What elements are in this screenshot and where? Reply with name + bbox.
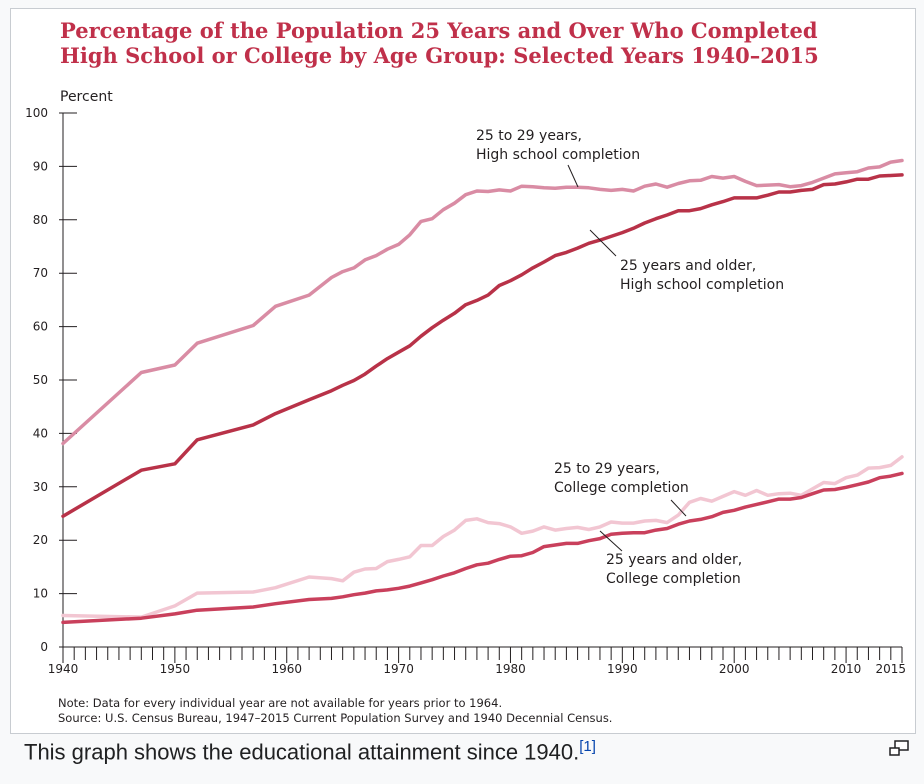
x-tick-label: 2000 (719, 662, 750, 676)
annotation-hs-25-29: 25 to 29 years, High school completion (476, 128, 640, 163)
hs-25-plus-line (61, 173, 904, 518)
x-tick-label: 1970 (383, 662, 414, 676)
caption-text: This graph shows the educational attainm… (24, 739, 580, 765)
x-tick-label: 2015 (875, 662, 906, 676)
annotation-college-25-29: 25 to 29 years, College completion (554, 461, 689, 496)
annotation-hs-25-plus: 25 years and older, High school completio… (620, 258, 784, 293)
y-axis-unit-label: Percent (60, 89, 113, 105)
y-tick-label: 60 (33, 320, 48, 334)
annotation-leader-line (589, 229, 617, 257)
y-tick-label: 10 (33, 587, 48, 601)
chart-title-line-2: High School or College by Age Group: Sel… (60, 43, 819, 68)
y-tick-label: 100 (25, 106, 48, 120)
y-tick-label: 80 (33, 213, 48, 227)
college-25-plus-line (61, 471, 904, 625)
y-tick-label: 20 (33, 533, 48, 547)
line-chart: Percentage of the Population 25 Years an… (25, 18, 906, 725)
series-lines (61, 158, 904, 625)
x-tick-label: 2010 (831, 662, 862, 676)
x-tick-label: 1990 (607, 662, 638, 676)
y-tick-label: 90 (33, 159, 48, 173)
enlarge-icon[interactable] (888, 740, 910, 758)
y-tick-label: 0 (40, 640, 48, 654)
caption-reference-link[interactable]: [1] (579, 738, 596, 755)
y-tick-label: 50 (33, 373, 48, 387)
axes: 0 10 20 30 40 50 60 70 80 90 100 1940 1950 1960 1970 19… (25, 106, 906, 676)
note-line: Note: Data for every individual year are… (58, 696, 502, 710)
annotation-college-25-plus: 25 years and older, College completion (606, 552, 742, 587)
annotation-leader-line (599, 530, 623, 552)
hs-25-29-line (61, 158, 904, 446)
figure-frame (10, 8, 916, 734)
annotation-leader-line (567, 164, 579, 188)
figure-caption: This graph shows the educational attainm… (24, 738, 596, 765)
x-tick-label: 1960 (271, 662, 302, 676)
x-tick-label: 1950 (160, 662, 191, 676)
x-tick-label: 1940 (48, 662, 79, 676)
y-tick-label: 40 (33, 426, 48, 440)
x-tick-label: 1980 (495, 662, 526, 676)
source-line: Source: U.S. Census Bureau, 1947–2015 Cu… (58, 711, 612, 725)
annotations: 25 to 29 years, High school completion 25 … (476, 128, 784, 587)
college-25-29-line (61, 455, 904, 619)
chart-title-line-1: Percentage of the Population 25 Years an… (60, 18, 818, 43)
annotation-leader-line (670, 499, 687, 517)
y-tick-label: 70 (33, 266, 48, 280)
y-tick-label: 30 (33, 480, 48, 494)
